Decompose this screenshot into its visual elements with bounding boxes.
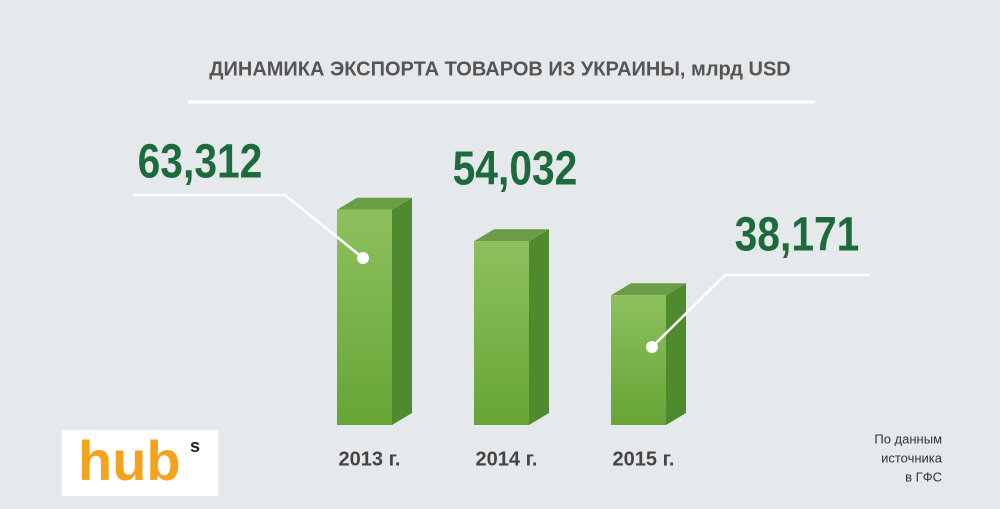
leader-dot bbox=[357, 252, 369, 264]
value-label: 54,032 bbox=[453, 143, 578, 196]
logo-box bbox=[62, 430, 218, 496]
bar-top bbox=[474, 229, 549, 242]
bar bbox=[611, 295, 666, 425]
bar-top bbox=[611, 283, 686, 296]
x-tick-label: 2013 г. bbox=[339, 448, 401, 470]
value-label: 38,171 bbox=[735, 209, 860, 262]
leader-dot bbox=[646, 341, 658, 353]
leader-line bbox=[133, 193, 364, 259]
leader-line bbox=[651, 273, 870, 348]
bar-side bbox=[392, 197, 412, 425]
x-tick-label: 2015 г. bbox=[613, 448, 675, 470]
bar-top bbox=[337, 197, 412, 210]
bar bbox=[474, 241, 529, 425]
bar bbox=[337, 209, 392, 425]
logo-text: hub bbox=[78, 429, 181, 492]
chart-title: ДИНАМИКА ЭКСПОРТА ТОВАРОВ ИЗ УКРАИНЫ, мл… bbox=[209, 58, 790, 80]
source-line: в ГФС bbox=[905, 469, 942, 484]
bar-side bbox=[529, 229, 549, 425]
logo-superscript: s bbox=[190, 436, 200, 456]
bar-side bbox=[666, 283, 686, 425]
source-line: По данным bbox=[874, 431, 942, 446]
source-line: источника bbox=[881, 450, 943, 465]
source-note: По данным источника в ГФС bbox=[874, 431, 942, 484]
x-tick-label: 2014 г. bbox=[476, 448, 538, 470]
value-label: 63,312 bbox=[138, 136, 263, 189]
